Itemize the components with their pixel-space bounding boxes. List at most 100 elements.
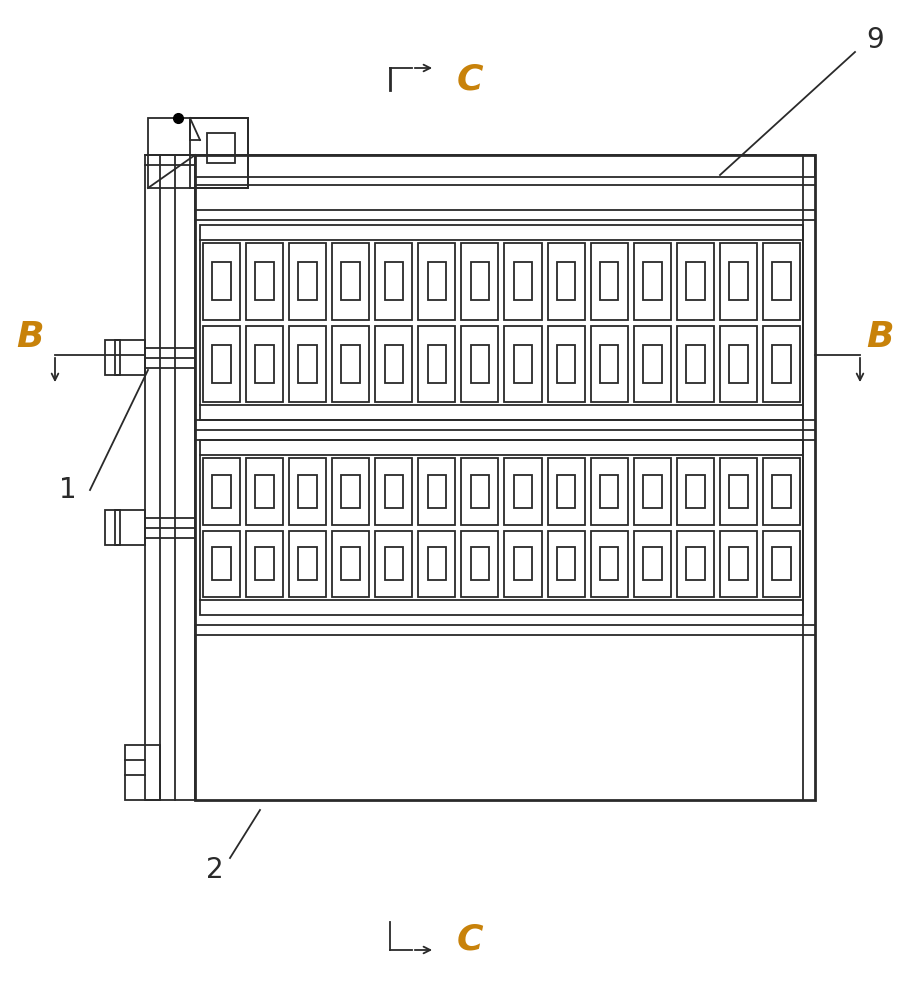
Bar bbox=[772, 262, 790, 300]
Bar bbox=[633, 243, 670, 320]
Bar bbox=[557, 262, 575, 300]
Bar bbox=[676, 530, 713, 597]
Bar bbox=[189, 118, 248, 188]
Bar bbox=[298, 345, 317, 383]
Bar bbox=[195, 155, 814, 800]
Bar bbox=[200, 225, 802, 420]
Bar bbox=[590, 326, 627, 402]
Bar bbox=[148, 118, 248, 188]
Bar bbox=[374, 458, 412, 524]
Bar bbox=[384, 547, 403, 580]
Bar bbox=[772, 475, 790, 508]
Bar bbox=[332, 243, 369, 320]
Bar bbox=[105, 510, 120, 545]
Bar bbox=[298, 475, 317, 508]
Bar bbox=[427, 547, 445, 580]
Bar bbox=[719, 530, 756, 597]
Bar bbox=[255, 345, 273, 383]
Bar bbox=[763, 326, 799, 402]
Bar bbox=[427, 345, 445, 383]
Bar bbox=[418, 243, 455, 320]
Bar bbox=[504, 458, 541, 524]
Bar bbox=[685, 475, 704, 508]
Bar bbox=[557, 345, 575, 383]
Bar bbox=[599, 345, 618, 383]
Bar bbox=[590, 458, 627, 524]
Bar bbox=[504, 326, 541, 402]
Bar bbox=[255, 475, 273, 508]
Bar bbox=[642, 475, 660, 508]
Bar bbox=[195, 155, 814, 177]
Bar bbox=[212, 345, 230, 383]
Bar bbox=[772, 345, 790, 383]
Bar bbox=[418, 530, 455, 597]
Bar bbox=[728, 547, 747, 580]
Bar bbox=[470, 547, 488, 580]
Bar bbox=[676, 458, 713, 524]
Bar bbox=[633, 458, 670, 524]
Bar bbox=[145, 155, 195, 800]
Bar bbox=[341, 262, 360, 300]
Text: B: B bbox=[16, 320, 44, 354]
Bar bbox=[255, 547, 273, 580]
Bar bbox=[374, 243, 412, 320]
Bar bbox=[470, 475, 488, 508]
Bar bbox=[642, 547, 660, 580]
Bar bbox=[547, 243, 584, 320]
Bar bbox=[763, 530, 799, 597]
Bar bbox=[685, 262, 704, 300]
Bar bbox=[728, 262, 747, 300]
Bar bbox=[212, 547, 230, 580]
Bar bbox=[461, 458, 498, 524]
Bar bbox=[289, 326, 326, 402]
Bar bbox=[599, 475, 618, 508]
Bar bbox=[246, 243, 282, 320]
Bar bbox=[212, 475, 230, 508]
Bar bbox=[461, 530, 498, 597]
Bar bbox=[470, 262, 488, 300]
Bar bbox=[374, 530, 412, 597]
Bar bbox=[200, 440, 802, 615]
Bar bbox=[418, 458, 455, 524]
Bar bbox=[557, 475, 575, 508]
Bar bbox=[298, 547, 317, 580]
Bar bbox=[246, 530, 282, 597]
Bar bbox=[728, 475, 747, 508]
Text: 2: 2 bbox=[206, 856, 223, 884]
Bar bbox=[719, 326, 756, 402]
Bar bbox=[599, 262, 618, 300]
Bar bbox=[513, 547, 532, 580]
Bar bbox=[557, 547, 575, 580]
Bar bbox=[427, 475, 445, 508]
Bar bbox=[203, 458, 240, 524]
Bar bbox=[599, 547, 618, 580]
Bar bbox=[332, 530, 369, 597]
Bar bbox=[332, 458, 369, 524]
Text: C: C bbox=[456, 63, 483, 97]
Bar bbox=[633, 326, 670, 402]
Bar bbox=[203, 326, 240, 402]
Bar bbox=[513, 262, 532, 300]
Bar bbox=[289, 458, 326, 524]
Bar bbox=[676, 326, 713, 402]
Bar bbox=[384, 262, 403, 300]
Bar bbox=[685, 345, 704, 383]
Bar bbox=[298, 262, 317, 300]
Bar bbox=[289, 530, 326, 597]
Bar bbox=[461, 326, 498, 402]
Bar bbox=[685, 547, 704, 580]
Bar bbox=[384, 475, 403, 508]
Text: 9: 9 bbox=[865, 26, 883, 54]
Bar bbox=[633, 530, 670, 597]
Bar bbox=[547, 326, 584, 402]
Bar bbox=[642, 262, 660, 300]
Bar bbox=[418, 326, 455, 402]
Bar bbox=[676, 243, 713, 320]
Bar bbox=[246, 458, 282, 524]
Bar bbox=[207, 133, 235, 163]
Bar bbox=[513, 345, 532, 383]
Bar bbox=[504, 530, 541, 597]
Bar bbox=[642, 345, 660, 383]
Text: C: C bbox=[456, 923, 483, 957]
Bar bbox=[105, 340, 120, 375]
